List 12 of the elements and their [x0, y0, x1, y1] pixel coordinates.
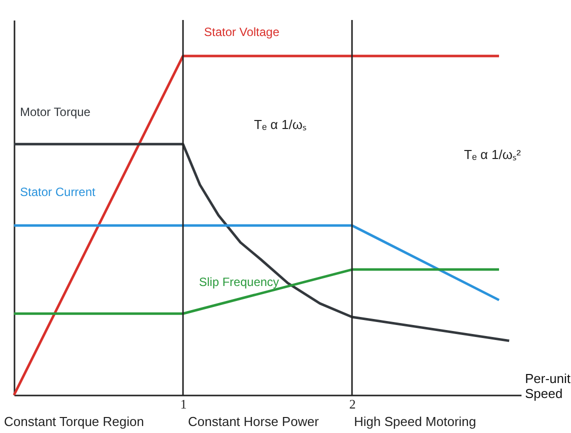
- annotation: Tₑ α 1/ωₛ²: [464, 147, 522, 162]
- text: Stator Current: [20, 185, 96, 199]
- x-tick-label: 1: [180, 396, 187, 412]
- text: High Speed Motoring: [354, 414, 476, 429]
- series-label: Stator Voltage: [204, 25, 280, 39]
- series-label: Slip Frequency: [199, 275, 280, 289]
- x-tick-label: 2: [349, 396, 356, 412]
- text: Constant Torque Region: [4, 414, 144, 429]
- text: Motor Torque: [20, 105, 91, 119]
- x-axis-title: Per-unit Speed: [525, 371, 571, 401]
- text: Constant Horse Power: [188, 414, 320, 429]
- annotation: Tₑ α 1/ωₛ: [254, 117, 307, 132]
